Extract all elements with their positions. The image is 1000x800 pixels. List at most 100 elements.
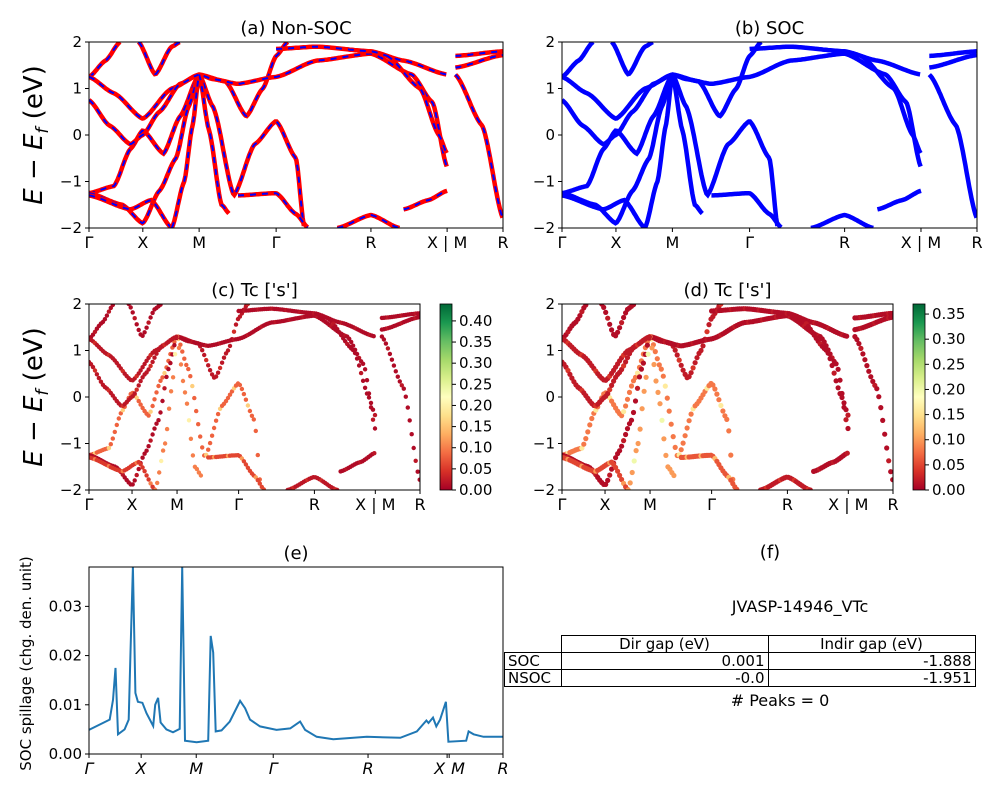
band-point bbox=[645, 351, 651, 357]
band-point bbox=[643, 374, 649, 380]
band-point bbox=[154, 390, 159, 395]
band-point bbox=[609, 466, 615, 472]
band-point bbox=[624, 426, 631, 432]
panel-title: (b) SOC bbox=[735, 18, 804, 39]
x-tick-label: M bbox=[451, 759, 465, 778]
indir-gap-value: -1.951 bbox=[767, 669, 976, 687]
band-point bbox=[607, 472, 613, 478]
band-point bbox=[132, 316, 137, 321]
band-point bbox=[680, 367, 686, 373]
y-tick-label: 0.03 bbox=[49, 597, 82, 615]
x-tick-label: X | M bbox=[427, 233, 467, 252]
band-line-soc-overlay bbox=[89, 52, 448, 225]
y-label-main: E − E bbox=[19, 133, 49, 205]
band-point bbox=[140, 333, 145, 338]
y-tick-label: 1 bbox=[545, 342, 555, 360]
band-point bbox=[168, 389, 174, 394]
band-point bbox=[136, 383, 141, 388]
band-point bbox=[206, 363, 211, 368]
band-point bbox=[144, 448, 149, 453]
band-point bbox=[660, 373, 666, 379]
band-point bbox=[712, 386, 718, 392]
band-point bbox=[690, 365, 696, 371]
y-tick-label: 0 bbox=[72, 388, 82, 406]
band-line-soc-overlay bbox=[238, 192, 309, 228]
band-point bbox=[368, 400, 374, 406]
band-point bbox=[890, 314, 893, 320]
x-tick-label: X bbox=[433, 759, 446, 778]
band-point bbox=[146, 444, 151, 449]
band-point bbox=[621, 363, 627, 369]
band-point bbox=[241, 459, 247, 464]
band-point bbox=[621, 438, 627, 444]
band-point bbox=[637, 426, 643, 432]
band-point bbox=[623, 403, 629, 409]
band-point bbox=[150, 403, 155, 409]
band-point bbox=[639, 406, 645, 412]
band-point bbox=[652, 349, 658, 355]
band-point bbox=[714, 391, 720, 397]
band-point bbox=[632, 398, 639, 404]
panel-title: (e) bbox=[283, 543, 308, 564]
band-point bbox=[148, 409, 153, 414]
band-point bbox=[397, 379, 402, 384]
band-point bbox=[624, 396, 631, 402]
x-tick-label: Γ bbox=[234, 495, 243, 514]
band-point bbox=[102, 317, 108, 322]
band-point bbox=[417, 311, 420, 316]
band-point bbox=[104, 313, 110, 318]
band-point bbox=[92, 368, 98, 373]
band-line-soc bbox=[876, 188, 922, 212]
y-tick-label: −1 bbox=[533, 435, 555, 453]
band-point bbox=[676, 357, 682, 363]
y-tick-label: 2 bbox=[545, 295, 555, 313]
x-tick-label: Γ bbox=[272, 233, 281, 252]
y-axis-label: SOC spillage (chg. den. unit) bbox=[17, 556, 35, 771]
band-point bbox=[110, 304, 115, 308]
band-point bbox=[706, 322, 712, 328]
band-point bbox=[188, 374, 193, 379]
band-point bbox=[215, 411, 221, 417]
x-tick-label: M bbox=[643, 495, 657, 514]
band-point bbox=[152, 355, 157, 360]
band-point bbox=[864, 363, 870, 369]
y-tick-label: −1 bbox=[533, 173, 555, 191]
y-axis-label: E − Ef (eV) bbox=[19, 327, 53, 467]
band-point bbox=[245, 304, 251, 307]
band-point bbox=[720, 408, 726, 414]
colorbar-tick-label: 0.15 bbox=[932, 406, 965, 424]
x-tick-label: M bbox=[665, 233, 679, 252]
band-point bbox=[106, 445, 112, 451]
band-point bbox=[249, 413, 255, 418]
band-point bbox=[182, 390, 188, 395]
band-point bbox=[152, 397, 157, 402]
band-point bbox=[698, 347, 704, 354]
plot-area bbox=[562, 304, 893, 490]
band-point bbox=[120, 408, 126, 413]
band-point bbox=[174, 334, 179, 339]
band-point bbox=[700, 343, 706, 349]
band-point bbox=[672, 444, 678, 450]
band-point bbox=[417, 314, 420, 320]
band-point bbox=[364, 391, 370, 396]
colorbar-tick-label: 0.20 bbox=[932, 380, 965, 398]
band-point bbox=[680, 440, 686, 446]
band-point bbox=[215, 370, 221, 375]
band-point bbox=[623, 431, 629, 438]
band-point bbox=[372, 412, 378, 418]
band-point bbox=[211, 425, 217, 431]
band-point bbox=[581, 441, 587, 447]
band-point bbox=[227, 392, 233, 397]
band-point bbox=[184, 401, 190, 406]
band-point bbox=[148, 481, 153, 486]
band-point bbox=[577, 313, 583, 319]
band-point bbox=[858, 345, 864, 351]
band-point bbox=[159, 458, 164, 464]
x-tick-label: R bbox=[971, 233, 982, 252]
y-tick-label: −1 bbox=[60, 173, 82, 191]
band-point bbox=[142, 361, 147, 367]
band-point bbox=[623, 359, 629, 365]
band-point bbox=[130, 310, 135, 315]
